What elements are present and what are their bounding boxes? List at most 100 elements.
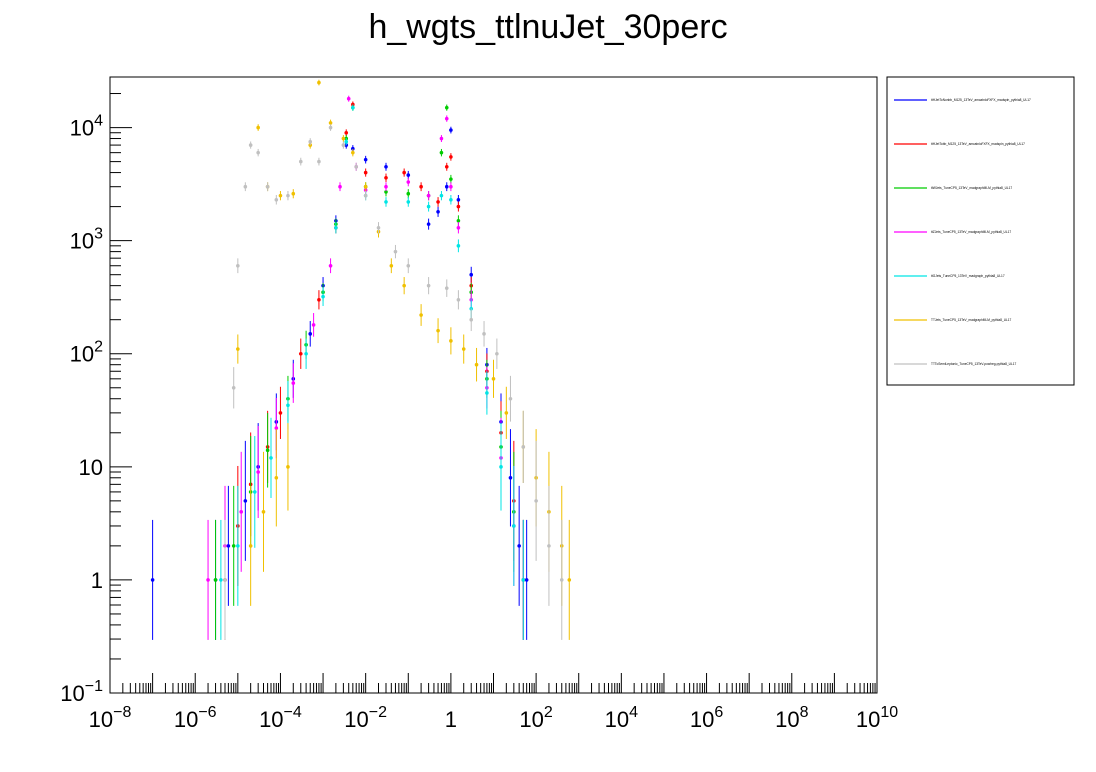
data-point: [495, 338, 499, 369]
data-point: [243, 182, 248, 192]
legend: ttHJetToNonbb_M125_13TeV_amcatnloFXFX_ma…: [894, 98, 1031, 366]
data-point: [256, 148, 260, 157]
data-point: [474, 347, 479, 382]
legend-label: TTJets_TuneCP5_13TeV_madgraphMLM_pythia8…: [931, 318, 1012, 322]
data-point: [461, 334, 466, 364]
legend-label: ttHJetTobb_M125_13TeV_amcatnloFXFX_madsp…: [931, 142, 1025, 146]
data-point: [456, 222, 461, 234]
series-0: [150, 126, 529, 640]
data-point: [351, 148, 355, 157]
data-point: [213, 519, 218, 640]
series-3: [206, 95, 526, 640]
y-tick-label: 10−1: [60, 678, 103, 706]
legend-entry: ttHJetTobb_M125_13TeV_amcatnloFXFX_madsp…: [894, 142, 1025, 146]
data-point: [248, 141, 253, 149]
y-axis-tick-labels: 10−1 1 10 102 103 104: [60, 113, 103, 706]
legend-label: ttGJets_TuneCP5_13TeV_madgraph_pythia8_U…: [931, 274, 1005, 278]
data-point: [338, 182, 342, 192]
data-point: [406, 197, 411, 207]
data-point: [426, 191, 431, 201]
data-point: [419, 182, 423, 192]
data-point: [508, 429, 513, 527]
data-point: [444, 104, 449, 111]
data-point: [436, 318, 440, 344]
data-point: [426, 201, 431, 212]
data-point: [341, 135, 346, 143]
chart-title: h_wgts_ttlnuJet_30perc: [368, 8, 727, 46]
data-point: [219, 519, 223, 640]
data-point: [449, 182, 453, 192]
data-point: [402, 168, 406, 177]
data-point: [317, 157, 321, 166]
series-2: [213, 104, 526, 640]
data-point: [517, 485, 521, 606]
data-point: [291, 363, 296, 403]
data-point: [231, 367, 236, 409]
data-point: [426, 218, 431, 230]
x-axis-tick-labels: 10−8 10−6 10−4 10−2 1 102 104 106 108 1010: [89, 704, 899, 732]
y-tick-label: 10: [79, 455, 103, 480]
data-point: [559, 519, 564, 640]
series-5: [236, 79, 572, 640]
data-point: [406, 177, 411, 187]
data-point: [231, 485, 236, 606]
data-point: [406, 189, 411, 199]
data-point: [439, 148, 444, 157]
data-point: [439, 135, 444, 143]
data-point: [344, 138, 349, 146]
y-tick-label: 104: [70, 113, 103, 141]
data-point: [269, 417, 273, 498]
data-point: [449, 174, 453, 184]
data-point: [298, 157, 303, 166]
data-point: [436, 197, 440, 207]
legend-box: [886, 76, 1075, 386]
data-point: [419, 304, 423, 326]
data-point: [304, 338, 308, 369]
legend-entry: ttHJetToNonbb_M125_13TeV_amcatnloFXFX_ma…: [894, 98, 1031, 102]
data-point: [547, 485, 551, 606]
data-point: [444, 279, 449, 297]
data-point: [363, 182, 368, 192]
data-point: [363, 191, 368, 201]
data-point: [449, 194, 453, 205]
data-point: [439, 191, 444, 201]
legend-entry: TTJets_TuneCP5_13TeV_madgraphMLM_pythia8…: [894, 318, 1012, 322]
data-point: [243, 440, 248, 561]
x-tick-label: 10−8: [89, 704, 132, 732]
data-point: [236, 334, 240, 364]
data-point: [444, 182, 449, 192]
data-point: [308, 138, 313, 146]
x-tick-label: 104: [605, 704, 638, 732]
data-point: [274, 194, 279, 205]
data-point: [274, 429, 279, 527]
data-point: [278, 386, 283, 439]
data-point: [308, 321, 313, 347]
data-point: [328, 258, 333, 274]
data-point: [286, 191, 290, 201]
data-point: [376, 222, 381, 234]
data-point: [286, 423, 290, 511]
data-point: [239, 451, 244, 572]
axis-ticks: [109, 93, 878, 694]
data-point: [344, 129, 349, 137]
data-point: [363, 168, 368, 177]
data-point: [341, 141, 346, 149]
data-point: [504, 386, 509, 439]
data-point: [236, 485, 240, 606]
data-point: [389, 258, 394, 274]
data-point: [456, 201, 461, 212]
legend-entry: ttZJets_TuneCP5_13TeV_madgraphMLM_pythia…: [894, 230, 1011, 234]
data-point: [521, 519, 526, 640]
data-point: [311, 313, 316, 337]
data-point: [278, 191, 283, 201]
data-point: [328, 124, 333, 131]
data-point: [482, 321, 486, 347]
y-tick-label: 102: [70, 339, 103, 367]
data-point: [286, 380, 290, 430]
x-tick-label: 1: [445, 707, 457, 732]
data-point: [248, 485, 253, 606]
data-point: [317, 290, 321, 310]
data-point: [406, 258, 411, 274]
data-point: [456, 239, 461, 253]
